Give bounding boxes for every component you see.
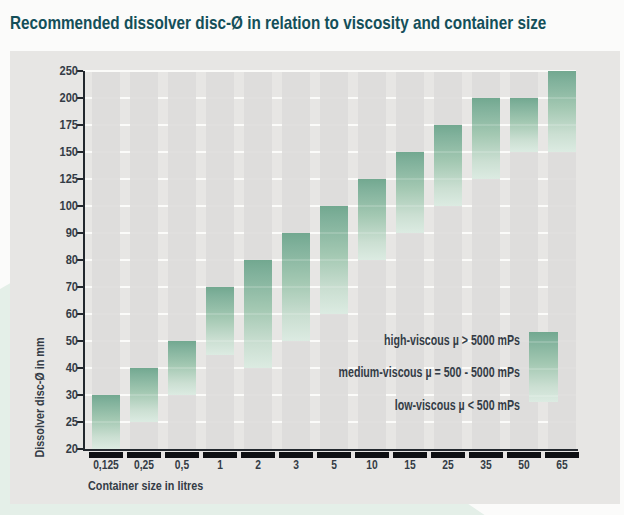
y-tick-label: 100 [45, 199, 78, 213]
gridline-over-bar [434, 178, 462, 180]
gridline-over-bar [548, 124, 576, 126]
gridline-over-legend-bar [529, 368, 558, 370]
legend-medium-viscous: medium-viscous µ = 500 - 5000 mPs [322, 365, 520, 379]
y-tick-label: 175 [45, 118, 78, 132]
y-tick-label: 50 [45, 334, 78, 348]
legend-low-viscous: low-viscous µ < 500 mPs [322, 398, 520, 412]
range-bar [434, 125, 462, 206]
column-stripe [206, 72, 234, 449]
gridline-over-bar [320, 232, 348, 234]
y-axis-title: Dissolver disc-Ø in mm [31, 334, 48, 462]
gridline-over-bar [434, 151, 462, 153]
gridline-over-bar [282, 286, 310, 288]
y-tick-label: 90 [45, 226, 78, 240]
gridline-over-bar [244, 286, 272, 288]
gridline-over-bar [396, 205, 424, 207]
gridline-over-bar [130, 394, 158, 396]
range-bar [358, 179, 386, 260]
gridline-over-bar [244, 340, 272, 342]
gridline-over-bar [472, 124, 500, 126]
y-tick-label: 150 [45, 145, 78, 159]
gridline-over-bar [358, 205, 386, 207]
gridline-over-bar [548, 97, 576, 99]
column-stripe [92, 72, 120, 449]
gridline-over-legend-bar [529, 395, 558, 397]
gridline-over-bar [206, 340, 234, 342]
range-bar [206, 287, 234, 355]
gridline-over-bar [358, 232, 386, 234]
column-stripe [358, 72, 386, 449]
chart-title: Recommended dissolver disc-Ø in relation… [10, 12, 546, 34]
gridline-over-bar [320, 286, 348, 288]
gridline-over-bar [320, 259, 348, 261]
gridline-over-bar [168, 367, 196, 369]
x-axis-title: Container size in litres [88, 478, 203, 493]
gridline-over-bar [396, 178, 424, 180]
range-bar [472, 98, 500, 179]
gridline-over-legend-bar [529, 341, 558, 343]
y-tick-label: 30 [45, 388, 78, 402]
x-tick-label: 65 [539, 458, 585, 472]
y-tick-label: 60 [45, 307, 78, 321]
range-bar [548, 71, 576, 152]
gridline-over-bar [472, 151, 500, 153]
legend-high-viscous: high-viscous µ > 5000 mPs [322, 333, 520, 347]
gridline-over-bar [206, 313, 234, 315]
y-tick-label: 20 [45, 442, 78, 456]
y-tick-label: 125 [45, 172, 78, 186]
y-tick-label: 250 [45, 64, 78, 78]
range-bar [396, 152, 424, 233]
y-tick-label: 40 [45, 361, 78, 375]
y-tick-label: 70 [45, 280, 78, 294]
gridline-over-bar [282, 259, 310, 261]
y-axis-line [83, 71, 85, 451]
gridline-over-bar [92, 421, 120, 423]
x-axis-line [83, 449, 578, 451]
gridline-over-bar [282, 313, 310, 315]
column-stripe [396, 72, 424, 449]
y-tick-label: 25 [45, 415, 78, 429]
gridline-over-bar [244, 313, 272, 315]
y-tick-label: 200 [45, 91, 78, 105]
gridline-over-bar [510, 124, 538, 126]
y-tick-label: 80 [45, 253, 78, 267]
chart-page: Recommended dissolver disc-Ø in relation… [0, 0, 624, 515]
